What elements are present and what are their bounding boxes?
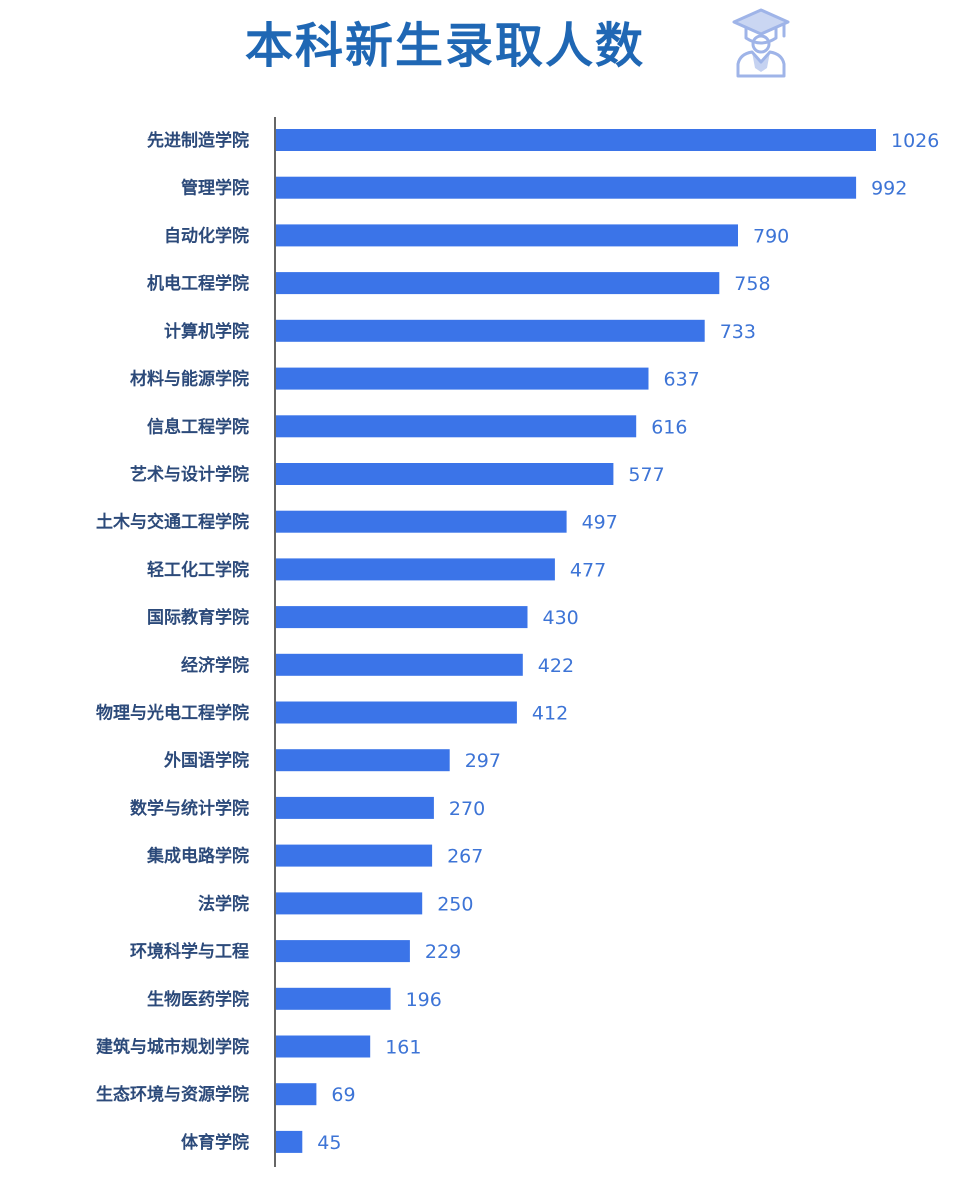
bar-18 — [276, 987, 391, 1010]
value-label: 616 — [651, 416, 687, 438]
value-label: 992 — [871, 178, 907, 200]
category-label: 轻工化工学院 — [147, 559, 249, 580]
value-label: 422 — [538, 655, 574, 677]
value-label: 497 — [582, 512, 618, 534]
category-label: 自动化学院 — [164, 225, 249, 246]
category-label: 国际教育学院 — [147, 607, 249, 628]
value-label: 229 — [425, 941, 461, 963]
bar-5 — [276, 367, 649, 390]
graduate-icon — [732, 8, 790, 78]
bar-8 — [276, 510, 567, 533]
category-label: 集成电路学院 — [146, 846, 249, 867]
bar-12 — [276, 701, 517, 724]
category-label: 土木与交通工程学院 — [96, 512, 249, 533]
bar-11 — [276, 653, 523, 676]
category-label: 机电工程学院 — [147, 273, 249, 294]
value-label: 45 — [317, 1132, 341, 1154]
category-label: 法学院 — [198, 893, 249, 914]
value-label: 250 — [437, 893, 473, 915]
category-label: 管理学院 — [181, 178, 249, 199]
bar-3 — [276, 272, 720, 295]
category-label: 艺术与设计学院 — [130, 464, 249, 485]
bar-16 — [276, 892, 423, 915]
category-label: 计算机学院 — [164, 321, 249, 342]
chart-header: 本科新生录取人数 — [0, 0, 953, 90]
value-label: 733 — [720, 321, 756, 343]
category-label: 物理与光电工程学院 — [96, 703, 249, 724]
value-label: 637 — [664, 369, 700, 391]
value-label: 758 — [734, 273, 770, 295]
bar-7 — [276, 463, 614, 485]
bar-10 — [276, 606, 528, 629]
bar-21 — [276, 1130, 303, 1153]
category-label: 体育学院 — [181, 1132, 249, 1153]
value-label: 430 — [543, 607, 579, 629]
category-label: 生物医药学院 — [147, 989, 249, 1010]
bar-9 — [276, 558, 555, 581]
bar-20 — [276, 1083, 317, 1106]
category-label: 先进制造学院 — [147, 130, 249, 151]
category-label: 环境科学与工程 — [130, 941, 249, 962]
bar-4 — [276, 319, 705, 342]
category-label: 经济学院 — [181, 655, 249, 676]
category-label: 材料与能源学院 — [130, 369, 249, 390]
value-label: 477 — [570, 559, 606, 581]
value-label: 161 — [385, 1037, 421, 1059]
bar-15 — [276, 844, 433, 867]
value-label: 412 — [532, 703, 568, 725]
value-label: 267 — [447, 846, 483, 868]
value-label: 577 — [628, 464, 664, 486]
bar-0 — [276, 129, 876, 151]
bar-13 — [276, 749, 450, 772]
category-label: 外国语学院 — [164, 750, 249, 771]
value-label: 270 — [449, 798, 485, 820]
value-label: 1026 — [891, 130, 939, 152]
category-label: 建筑与城市规划学院 — [96, 1037, 249, 1058]
category-label: 生态环境与资源学院 — [96, 1084, 249, 1105]
chart-title: 本科新生录取人数 — [245, 18, 646, 74]
category-label: 信息工程学院 — [147, 416, 249, 437]
bar-1 — [276, 176, 857, 199]
category-label: 数学与统计学院 — [130, 798, 249, 819]
bar-14 — [276, 796, 434, 819]
value-label: 297 — [465, 750, 501, 772]
value-label: 69 — [331, 1084, 355, 1106]
bar-19 — [276, 1035, 371, 1058]
bar-2 — [276, 224, 738, 247]
bar-6 — [276, 415, 637, 438]
value-label: 790 — [753, 225, 789, 247]
value-label: 196 — [406, 989, 442, 1011]
bar-17 — [276, 940, 410, 963]
